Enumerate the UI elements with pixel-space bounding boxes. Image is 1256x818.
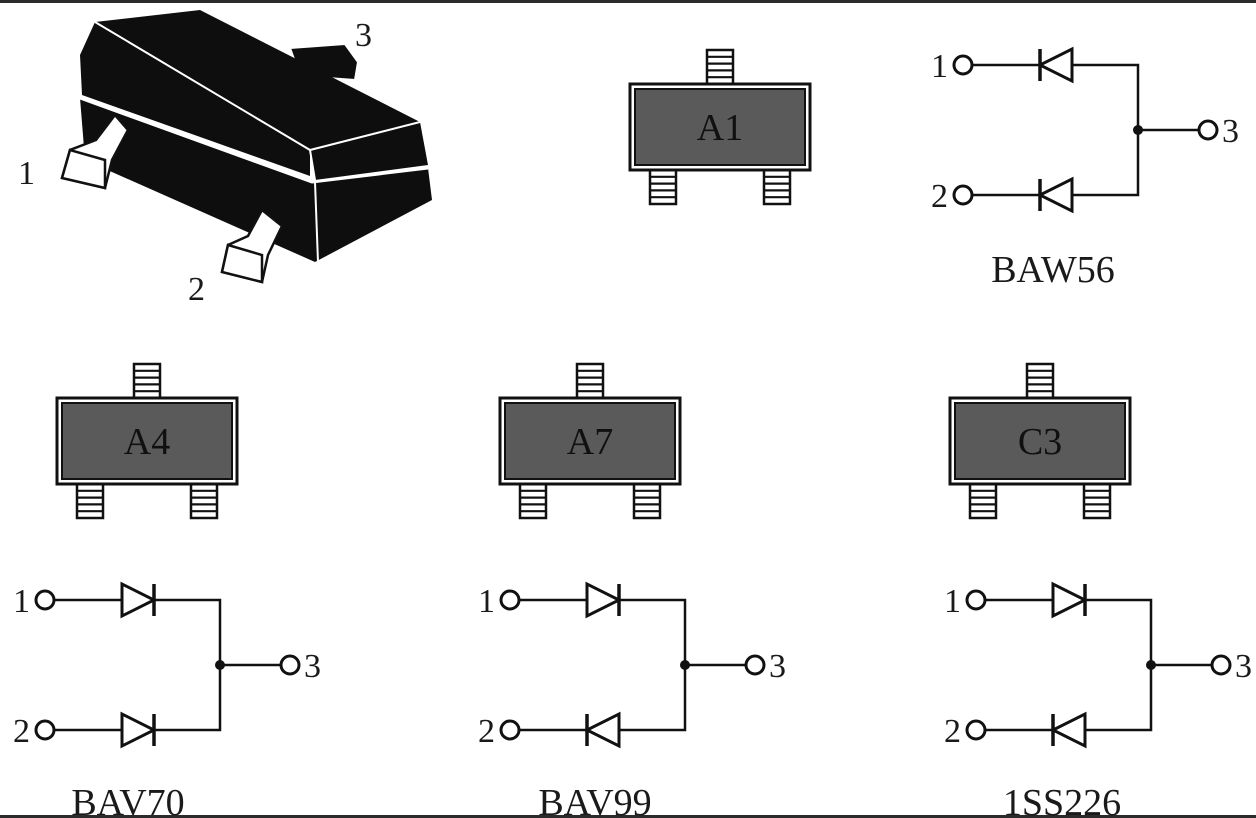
wire-net (54, 598, 222, 732)
terminal-2-label: 2 (931, 178, 948, 215)
junction-dot (680, 660, 690, 670)
terminal-3-label: 3 (769, 648, 786, 685)
terminal-1-label: 1 (931, 48, 948, 85)
terminal-2 (34, 719, 56, 741)
lead-pin2 (189, 482, 219, 520)
wire-net (519, 598, 687, 732)
pin3-label: 3 (355, 17, 372, 54)
terminal-1 (952, 54, 974, 76)
terminal-1 (965, 589, 987, 611)
wire-net (972, 63, 1140, 197)
lead-pin2 (1082, 482, 1112, 520)
terminal-3-label: 3 (1222, 113, 1239, 150)
package-marking: A7 (567, 421, 613, 463)
terminal-3-label: 3 (304, 648, 321, 685)
package-footprint-a7: A7 (498, 362, 682, 520)
package-footprint-a1: A1 (628, 48, 812, 206)
diode-2 (583, 711, 621, 749)
diode-1 (1051, 581, 1089, 619)
schematic-bav99: 1 2 3 BAV99 (478, 581, 786, 818)
schematic-1ss226: 1 2 3 1SS226 (944, 581, 1252, 818)
package-body (504, 402, 676, 480)
terminal-3 (1210, 654, 1232, 676)
diode-triangle (1049, 711, 1087, 749)
diode-2 (120, 711, 158, 749)
sot23-3d-package: 1 2 3 (18, 10, 432, 308)
lead-pin3 (705, 48, 735, 86)
lead-pin3 (132, 362, 162, 400)
terminal-2-label: 2 (944, 713, 961, 750)
wire-net (985, 598, 1153, 732)
lead-pin3 (575, 362, 605, 400)
lead-pin3 (1025, 362, 1055, 400)
package-body (634, 88, 806, 166)
junction-dot (215, 660, 225, 670)
diode-2 (1036, 176, 1074, 214)
package-top-face (95, 10, 420, 150)
terminal-2 (952, 184, 974, 206)
package-left-face (80, 22, 310, 176)
package-lower-body (80, 98, 432, 262)
lead-pin1 (968, 482, 998, 520)
terminal-1 (34, 589, 56, 611)
pin1-label: 1 (18, 155, 35, 192)
diode-1 (585, 581, 623, 619)
diode-1 (120, 581, 158, 619)
package-marking: A1 (697, 107, 743, 149)
part-name: BAW56 (991, 249, 1115, 291)
bottom-frame-line (0, 815, 1256, 818)
terminal-2-label: 2 (13, 713, 30, 750)
diode-1 (1036, 46, 1074, 84)
schematic-baw56: 1 2 3 BAW56 (931, 46, 1239, 291)
package-body (61, 402, 233, 480)
terminal-1-label: 1 (944, 583, 961, 620)
diode-triangle (120, 711, 158, 749)
pin2-label: 2 (188, 271, 205, 308)
junction-dot (1146, 660, 1156, 670)
diode-triangle (120, 581, 158, 619)
lead-pin2 (762, 168, 792, 206)
package-footprint-c3: C3 (948, 362, 1132, 520)
diode-triangle (1036, 176, 1074, 214)
package-marking: A4 (124, 421, 170, 463)
terminal-3 (1197, 119, 1219, 141)
part-name: 1SS226 (1003, 782, 1121, 818)
diode-triangle (583, 711, 621, 749)
terminal-1-label: 1 (478, 583, 495, 620)
terminal-3-label: 3 (1235, 648, 1252, 685)
diode-triangle (585, 581, 623, 619)
terminal-3 (279, 654, 301, 676)
lead-pin1 (648, 168, 678, 206)
part-name: BAV70 (71, 782, 184, 818)
lead-pin1 (518, 482, 548, 520)
package-body (954, 402, 1126, 480)
junction-dot (1133, 125, 1143, 135)
package-footprint-a4: A4 (55, 362, 239, 520)
diode-triangle (1051, 581, 1089, 619)
terminal-3 (744, 654, 766, 676)
terminal-2-label: 2 (478, 713, 495, 750)
schematic-bav70: 1 2 3 BAV70 (13, 581, 321, 818)
package-marking: C3 (1018, 421, 1062, 463)
lead-pin2 (632, 482, 662, 520)
lead-pin1 (75, 482, 105, 520)
package-front-face (310, 122, 428, 180)
terminal-2 (965, 719, 987, 741)
diode-2 (1049, 711, 1087, 749)
part-name: BAV99 (538, 782, 651, 818)
terminal-1-label: 1 (13, 583, 30, 620)
terminal-1 (499, 589, 521, 611)
top-frame-line (0, 0, 1256, 3)
terminal-2 (499, 719, 521, 741)
diode-triangle (1036, 46, 1074, 84)
